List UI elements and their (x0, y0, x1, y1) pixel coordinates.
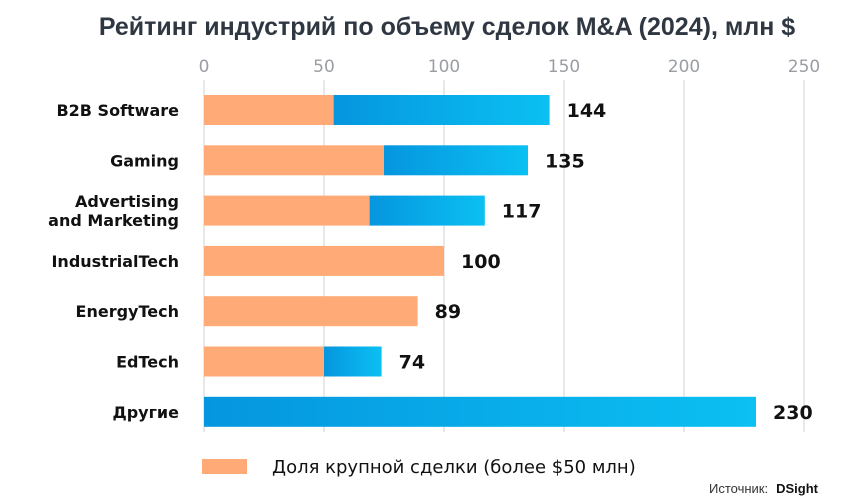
value-label: 230 (773, 402, 813, 424)
category-label: B2B Software (56, 101, 179, 120)
value-label: 100 (461, 251, 501, 273)
category-label: EnergyTech (76, 302, 179, 321)
bar-segment-other (204, 396, 756, 427)
bar-segment-large-deal (204, 145, 384, 176)
source-name: DSight (776, 481, 819, 496)
x-tick-label: 0 (199, 57, 210, 77)
category-label: Другие (112, 403, 179, 422)
bar-segment-other (333, 95, 550, 125)
legend: Доля крупной сделки (более $50 млн) (202, 457, 636, 478)
x-tick-label: 200 (668, 57, 700, 77)
bar-segment-large-deal (204, 245, 444, 276)
value-label: 89 (435, 301, 461, 323)
bar-segment-other (369, 195, 485, 226)
x-tick-label: 100 (428, 57, 460, 77)
chart-title: Рейтинг индустрий по объему сделок M&A (… (99, 13, 795, 41)
bar-segment-other (384, 145, 528, 176)
value-labels: 144 135 117 100 89 74 230 (399, 100, 813, 424)
category-label: Advertising (75, 192, 179, 211)
bar-segment-large-deal (204, 195, 370, 226)
bar-segment-large-deal (204, 95, 334, 125)
legend-swatch-large-deal (202, 459, 247, 474)
category-label: IndustrialTech (51, 252, 179, 271)
category-label: and Marketing (48, 211, 179, 230)
value-label: 144 (567, 100, 607, 122)
category-label: EdTech (116, 353, 179, 372)
source-label: Источник: (709, 481, 768, 496)
value-label: 74 (399, 352, 425, 374)
bar-segment-other (324, 346, 382, 377)
legend-label-large-deal: Доля крупной сделки (более $50 млн) (272, 457, 636, 478)
value-label: 117 (502, 201, 542, 223)
value-label: 135 (545, 150, 585, 172)
x-tick-label: 250 (788, 57, 820, 77)
bar-segment-large-deal (204, 296, 418, 327)
category-label: Gaming (110, 151, 179, 170)
source-note: Источник: DSight (709, 480, 819, 497)
bars (204, 95, 756, 427)
x-tick-label: 50 (313, 57, 335, 77)
x-axis-ticks: 0 50 100 150 200 250 (199, 57, 821, 77)
x-tick-label: 150 (548, 57, 580, 77)
bar-segment-large-deal (204, 346, 324, 377)
